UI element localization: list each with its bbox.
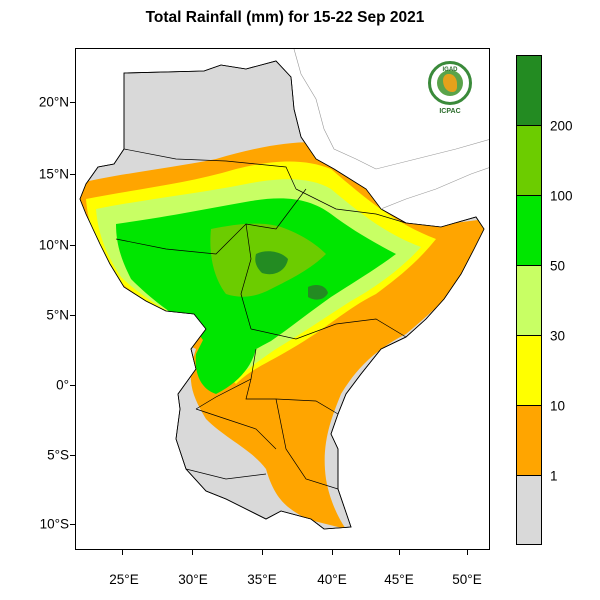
coastline-outline [79,60,485,530]
legend-label: 50 [550,258,566,274]
lat-tick-mark [70,245,75,246]
legend-swatch-orange [517,406,541,476]
legend-label: 30 [550,328,566,344]
lat-tick-mark [70,315,75,316]
lon-tick-mark [262,550,263,555]
lat-tick-label: 20°N [38,94,69,110]
lon-tick-label: 25°E [109,572,139,587]
lat-tick-label: 10°S [39,516,69,532]
legend-label: 200 [550,118,573,134]
legend-swatch-light-green [517,266,541,336]
lat-tick-label: 0° [56,377,69,393]
lat-tick-mark [70,385,75,386]
lon-tick-mark [192,550,193,555]
lat-tick-label: 10°N [38,237,69,253]
map-title: Total Rainfall (mm) for 15-22 Sep 2021 [145,9,425,26]
logo-ring-text: IGAD [442,67,458,73]
lat-tick-label: 5°N [46,307,69,323]
lon-tick-label: 35°E [247,572,277,587]
lat-tick-mark [70,174,75,175]
rainfall-map [79,49,489,530]
legend-label: 1 [550,468,558,484]
legend-swatch-bright-green [517,126,541,196]
lon-tick-mark [467,550,468,555]
lon-tick-label: 30°E [178,572,208,587]
lat-tick-mark [70,455,75,456]
lat-tick-label: 5°S [47,447,69,463]
lon-tick-label: 40°E [317,572,347,587]
lon-tick-mark [399,550,400,555]
lat-tick-label: 15°N [38,166,69,182]
legend-swatch-dark-green [517,56,541,126]
rain-band-dark-green [255,251,288,275]
rain-band-dark-green-2 [308,285,328,300]
legend-swatch-green [517,196,541,266]
country-borders [115,148,407,490]
logo-caption: ICPAC [439,108,461,115]
legend-swatch-gray [517,476,541,544]
background-borders [293,49,489,210]
lon-tick-mark [122,550,123,555]
color-legend [516,55,542,545]
igad-emblem-icon: IGAD [428,61,472,105]
legend-swatch-yellow [517,336,541,406]
lat-tick-mark [70,102,75,103]
legend-label: 100 [550,188,573,204]
rain-band-green-south [195,332,256,394]
legend-label: 10 [550,398,566,414]
lon-tick-label: 45°E [384,572,414,587]
lon-tick-mark [332,550,333,555]
lat-tick-mark [70,524,75,525]
lon-tick-label: 50°E [452,572,482,587]
igad-icpac-logo: IGAD ICPAC [423,61,477,127]
map-plot-area [75,48,490,550]
